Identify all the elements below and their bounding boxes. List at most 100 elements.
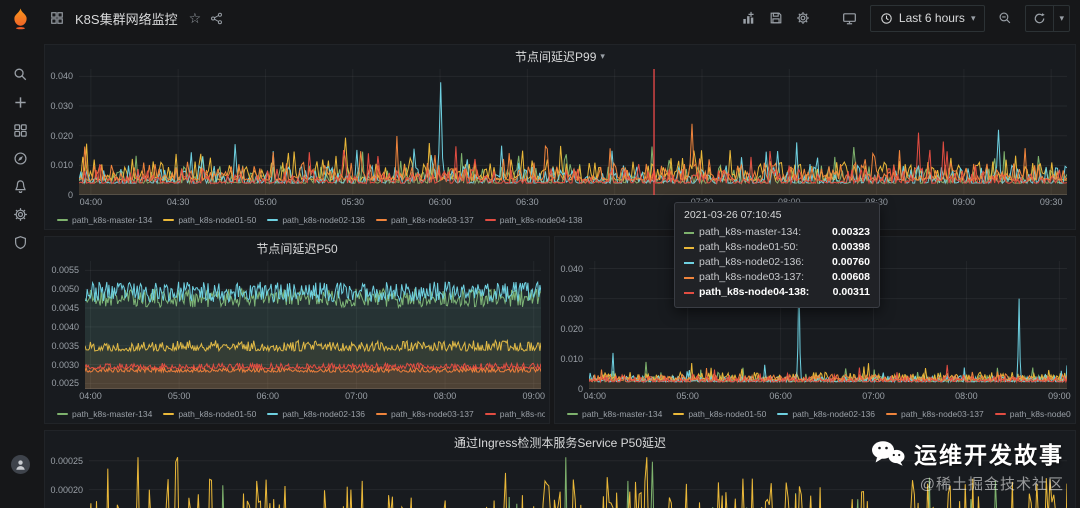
chart-p50[interactable]: 0.0055 0.0050 0.0045 0.0040 0.0035 0.0030 0.00… [47,259,545,403]
legend-item[interactable]: path_k8s-node02-136 [777,409,875,419]
x-tick-label: 07:00 [603,197,626,207]
chevron-down-icon: ▾ [970,12,976,23]
tooltip-series-name: path_k8s-node04-138: [699,286,810,298]
explore-compass-icon[interactable] [0,144,40,172]
legend-item[interactable]: path_k8s-master-134 [57,215,152,225]
add-panel-icon[interactable] [741,11,756,26]
legend-p99: path_k8s-master-134 path_k8s-node01-50 pat… [57,212,1071,227]
panel-title-p99[interactable]: 节点间延迟P99 ▾ [45,45,1075,67]
tooltip-row: path_k8s-node03-137: 0.00608 [684,270,870,285]
y-tick-label: 0.00020 [50,484,83,495]
tooltip-series-value: 0.00323 [832,226,870,238]
panel-title-p50[interactable]: 节点间延迟P50 [45,237,549,259]
cycle-view-monitor-icon[interactable] [842,11,857,26]
legend-series-color [163,412,175,415]
server-admin-shield-icon[interactable] [0,228,40,256]
search-icon[interactable] [0,60,40,88]
legend-item[interactable]: path_k8s-master-134 [57,409,152,419]
legend-series-color [484,412,496,415]
x-tick-label: 05:00 [676,391,699,401]
watermark-text: 运维开发故事 [914,442,1064,468]
x-tick-label: 09:30 [1039,197,1063,207]
x-tick-label: 07:00 [345,391,368,401]
save-icon[interactable] [769,11,783,25]
y-tick-label: 0.030 [50,101,73,112]
legend-series-color [484,218,496,221]
legend-item[interactable]: path_k8s-node04-138 [994,409,1071,419]
y-tick-label: 0.0035 [51,340,79,351]
panel-title-text: 通过Ingress检测本服务Service P50延迟 [453,435,667,450]
panel-title-ingress[interactable]: 通过Ingress检测本服务Service P50延迟 [45,431,1075,453]
legend-item[interactable]: path_k8s-node04-138 [484,215,582,225]
legend-item[interactable]: path_k8s-node01-50 [673,409,766,419]
configuration-gear-icon[interactable] [0,200,40,228]
y-tick-label: 0.040 [560,263,583,274]
tooltip-series-color [684,291,694,294]
time-range-label: Last 6 hours [898,11,965,25]
user-avatar[interactable] [0,450,40,478]
create-plus-icon[interactable] [0,88,40,116]
dashboard-title: K8S集群网络监控 [75,11,178,27]
star-icon[interactable]: ☆ [188,10,202,26]
tooltip-timestamp: 2021-03-26 07:10:45 [684,209,782,221]
y-tick-label: 0 [67,190,73,200]
settings-gear-icon[interactable] [796,11,810,25]
tooltip-series-value: 0.00608 [832,271,870,283]
tooltip-series-name: path_k8s-node02-136: [699,256,805,268]
y-tick-label: 0 [577,384,583,394]
tooltip-series-name: path_k8s-node03-137: [699,271,805,283]
legend-series-color [777,412,789,415]
watermark-subtext: @稀土掘金技术社区 [919,476,1064,493]
tooltip-row: path_k8s-node02-136: 0.00760 [684,255,870,270]
legend-series-color [163,218,175,221]
alerting-bell-icon[interactable] [0,172,40,200]
x-tick-label: 05:00 [167,391,191,401]
x-tick-label: 05:30 [341,197,365,207]
legend-item[interactable]: path_k8s-master-134 [567,409,662,419]
dashboards-icon[interactable] [0,116,40,144]
y-tick-label: 0.0030 [51,359,79,370]
share-icon[interactable] [210,12,223,25]
grafana-logo[interactable] [0,0,40,36]
x-tick-label: 06:00 [256,391,280,401]
navbar: K8S集群网络监控 ☆ Last 6 hours ▾ [40,0,1080,36]
y-tick-label: 0.030 [560,293,583,304]
panel-node-latency-p50: 节点间延迟P50 0.0055 0.0050 0.0045 0.0040 0.0035 0… [44,236,550,424]
x-tick-label: 04:00 [79,391,102,401]
panel-ingress-service-p50: 通过Ingress检测本服务Service P50延迟 0.00025 0.000… [44,430,1076,508]
legend-item[interactable]: path_k8s-node03-137 [376,409,474,419]
dashboard-apps-icon [50,11,64,25]
chart-tooltip: 2021-03-26 07:10:45 path_k8s-master-134:… [674,202,880,308]
legend-series-color [994,412,1006,415]
legend-item[interactable]: path_k8s-node01-50 [163,409,256,419]
chart-ingress[interactable]: 0.00025 0.00020 [47,453,1069,508]
legend-item[interactable]: path_k8s-node04-138 [484,409,545,419]
zoom-out-icon[interactable] [998,11,1012,25]
y-tick-label: 0.0055 [51,265,79,276]
chart-p99[interactable]: 0.040 0.030 0.020 0.010 0 04:00 04:30 05:00 05:3… [47,67,1069,209]
tooltip-series-color [684,276,694,279]
legend-item[interactable]: path_k8s-node03-137 [376,215,474,225]
legend-item[interactable]: path_k8s-node02-136 [267,409,365,419]
chart-p90[interactable]: 0.040 0.030 0.020 0.010 0 04:00 05:00 06:00 07:0… [557,259,1071,403]
legend-item[interactable]: path_k8s-node01-50 [163,215,256,225]
legend-p90: path_k8s-master-134 path_k8s-node01-50 pat… [567,406,1071,421]
x-tick-label: 04:00 [79,197,103,207]
refresh-icon[interactable] [1026,6,1053,31]
x-tick-label: 04:30 [166,197,190,207]
legend-series-color [886,412,898,415]
refresh-group: ▾ [1025,4,1070,32]
legend-series-color [57,218,68,221]
watermark: 运维开发故事 @稀土掘金技术社区 [871,436,1064,494]
tooltip-row: path_k8s-node04-138: 0.00311 [684,285,870,300]
refresh-interval-caret-icon[interactable]: ▾ [1053,5,1069,31]
time-range-picker[interactable]: Last 6 hours ▾ [869,4,986,32]
x-tick-label: 09:00 [952,197,976,207]
x-tick-label: 07:00 [862,391,885,401]
legend-item[interactable]: path_k8s-node03-137 [886,409,984,419]
legend-series-color [673,412,685,415]
panel-title-text: 节点间延迟P50 [256,241,338,256]
tooltip-series-color [684,246,694,249]
legend-item[interactable]: path_k8s-node02-136 [267,215,365,225]
y-tick-label: 0.0045 [51,303,79,314]
